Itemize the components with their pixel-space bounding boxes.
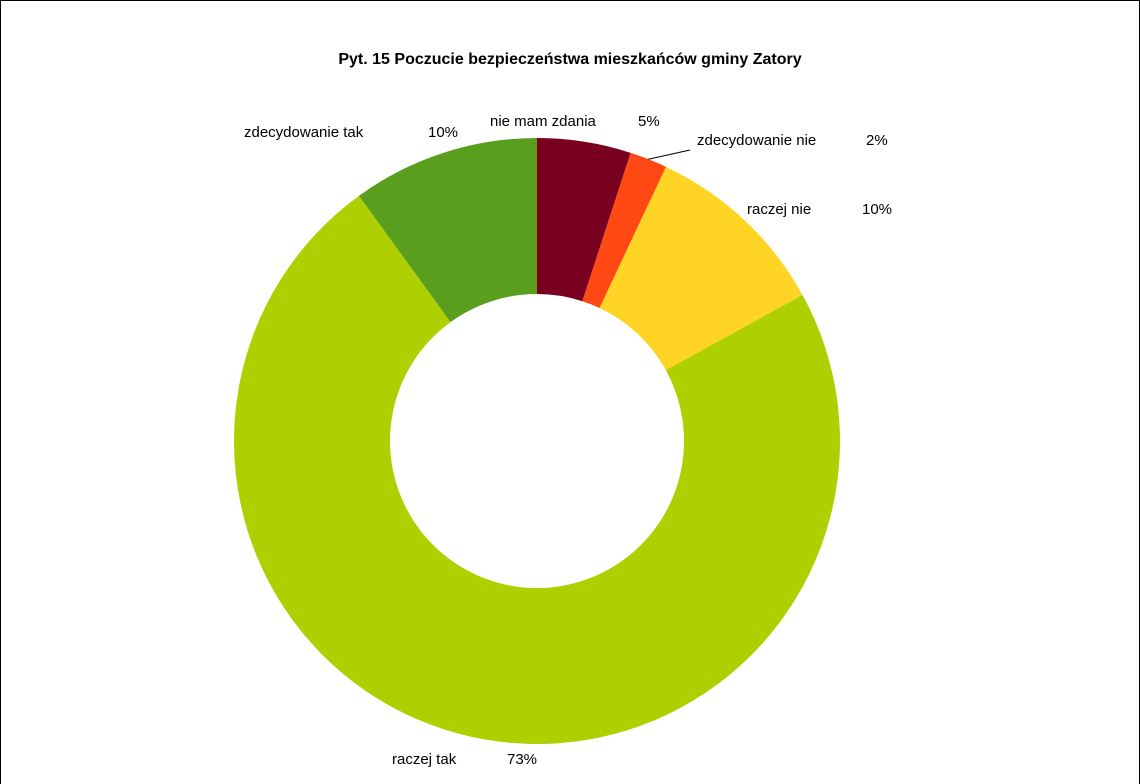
value-label: 5% (638, 113, 660, 130)
donut-slice (582, 152, 667, 308)
category-label: raczej nie (747, 201, 811, 218)
donut-slice (358, 138, 537, 323)
category-label: zdecydowanie tak (244, 124, 364, 141)
donut-slice (234, 195, 841, 744)
value-label: 10% (862, 201, 892, 218)
chart-title: Pyt. 15 Poczucie bezpieczeństwa mieszkań… (338, 51, 801, 68)
category-label: raczej tak (392, 751, 457, 768)
category-label: zdecydowanie nie (697, 132, 816, 149)
leader-line (644, 149, 691, 161)
donut-slice (599, 166, 803, 371)
category-label: nie mam zdania (490, 113, 597, 130)
donut-slice (537, 138, 631, 302)
value-label: 2% (866, 132, 888, 149)
value-label: 73% (507, 751, 537, 768)
value-label: 10% (428, 124, 458, 141)
